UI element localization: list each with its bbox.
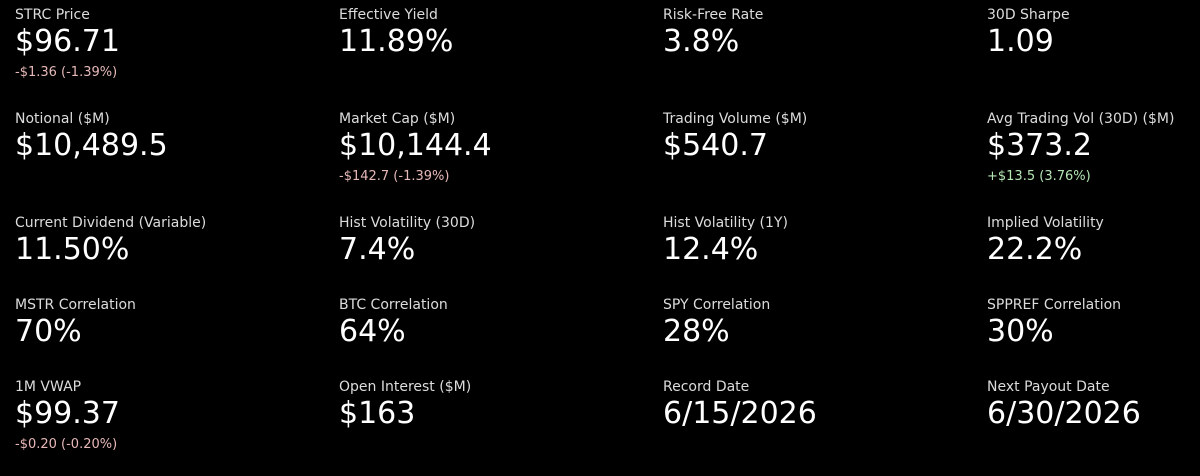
metric-value: 1.09 xyxy=(987,24,1054,59)
metric-change: +$13.5 (3.76%) xyxy=(987,169,1091,184)
metric-card: STRC Price $96.71 -$1.36 (-1.39%) xyxy=(15,0,339,104)
metric-label: Hist Volatility (1Y) xyxy=(663,215,788,231)
metric-label: Implied Volatility xyxy=(987,215,1104,231)
metric-card: Next Payout Date 6/30/2026 xyxy=(987,372,1200,476)
metric-card: Effective Yield 11.89% xyxy=(339,0,663,104)
metric-change: -$0.20 (-0.20%) xyxy=(15,437,118,452)
metric-label: Next Payout Date xyxy=(987,379,1110,395)
metric-label: BTC Correlation xyxy=(339,297,448,313)
metric-card: Hist Volatility (30D) 7.4% xyxy=(339,208,663,290)
metric-value: $10,144.4 xyxy=(339,128,492,163)
metric-card: SPY Correlation 28% xyxy=(663,290,987,372)
metric-label: Risk-Free Rate xyxy=(663,7,764,23)
metric-label: Record Date xyxy=(663,379,750,395)
metric-value: $10,489.5 xyxy=(15,128,168,163)
metric-label: Notional ($M) xyxy=(15,111,110,127)
metric-value: 11.50% xyxy=(15,232,130,267)
metric-value: 3.8% xyxy=(663,24,740,59)
page: STRC Price $96.71 -$1.36 (-1.39%) Effective… xyxy=(15,7,1175,452)
metric-value: 70% xyxy=(15,314,82,349)
metric-card: 30D Sharpe 1.09 xyxy=(987,0,1200,104)
metric-card: Notional ($M) $10,489.5 xyxy=(15,104,339,208)
metric-value: 7.4% xyxy=(339,232,416,267)
metric-value: $96.71 xyxy=(15,24,120,59)
metric-card: Avg Trading Vol (30D) ($M) $373.2 +$13.5 (… xyxy=(987,104,1200,208)
metric-card: Open Interest ($M) $163 xyxy=(339,372,663,476)
metric-label: Avg Trading Vol (30D) ($M) xyxy=(987,111,1175,127)
metric-label: STRC Price xyxy=(15,7,90,23)
metric-label: Effective Yield xyxy=(339,7,438,23)
metric-card: 1M VWAP $99.37 -$0.20 (-0.20%) xyxy=(15,372,339,476)
metric-card: Market Cap ($M) $10,144.4 -$142.7 (-1.39%) xyxy=(339,104,663,208)
metric-label: SPPREF Correlation xyxy=(987,297,1122,313)
metric-value: $99.37 xyxy=(15,396,120,431)
metric-label: Market Cap ($M) xyxy=(339,111,456,127)
metric-label: Trading Volume ($M) xyxy=(663,111,808,127)
metric-label: Current Dividend (Variable) xyxy=(15,215,207,231)
metric-value: $163 xyxy=(339,396,416,431)
metric-card: BTC Correlation 64% xyxy=(339,290,663,372)
metric-label: MSTR Correlation xyxy=(15,297,136,313)
metric-label: 1M VWAP xyxy=(15,379,82,395)
metric-value: 28% xyxy=(663,314,730,349)
metric-card: Trading Volume ($M) $540.7 xyxy=(663,104,987,208)
metric-card: Implied Volatility 22.2% xyxy=(987,208,1200,290)
metric-value: $540.7 xyxy=(663,128,768,163)
metric-value: 11.89% xyxy=(339,24,454,59)
metric-value: 6/30/2026 xyxy=(987,396,1141,431)
metric-value: 12.4% xyxy=(663,232,759,267)
metric-card: MSTR Correlation 70% xyxy=(15,290,339,372)
metric-value: 22.2% xyxy=(987,232,1083,267)
metric-value: $373.2 xyxy=(987,128,1092,163)
metric-label: SPY Correlation xyxy=(663,297,771,313)
metric-value: 6/15/2026 xyxy=(663,396,817,431)
metric-label: Hist Volatility (30D) xyxy=(339,215,476,231)
metric-change: -$1.36 (-1.39%) xyxy=(15,65,118,80)
metric-label: Open Interest ($M) xyxy=(339,379,472,395)
metric-card: SPPREF Correlation 30% xyxy=(987,290,1200,372)
metric-card: Hist Volatility (1Y) 12.4% xyxy=(663,208,987,290)
metric-label: 30D Sharpe xyxy=(987,7,1070,23)
metric-card: Risk-Free Rate 3.8% xyxy=(663,0,987,104)
metric-card: Current Dividend (Variable) 11.50% xyxy=(15,208,339,290)
metric-change: -$142.7 (-1.39%) xyxy=(339,169,450,184)
metric-value: 64% xyxy=(339,314,406,349)
metric-value: 30% xyxy=(987,314,1054,349)
metric-card: Record Date 6/15/2026 xyxy=(663,372,987,476)
